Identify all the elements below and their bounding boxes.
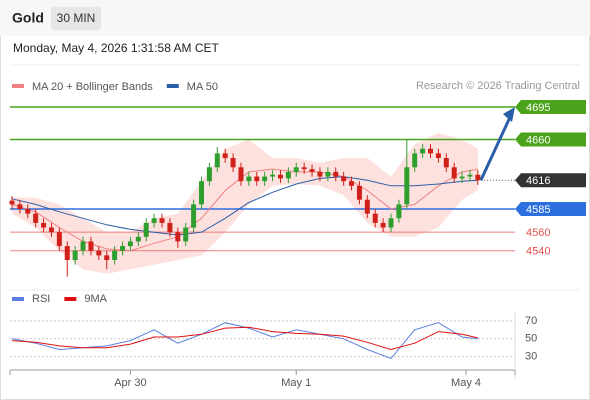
candle-body [120, 246, 126, 251]
y-tick-label: 70 [525, 315, 537, 327]
candle-body [159, 218, 165, 223]
candle-body [293, 167, 299, 172]
timestamp: Monday, May 4, 2026 1:31:58 AM CET [13, 41, 220, 55]
candle-body [420, 148, 426, 154]
candle-body [262, 176, 268, 182]
level-label: 4585 [526, 204, 550, 216]
candle-body [135, 236, 141, 242]
level-badge [515, 173, 586, 188]
forecast-arrowhead [503, 107, 515, 123]
candle-body [64, 246, 70, 260]
candle-body [230, 158, 236, 168]
candle-body [143, 222, 149, 237]
y-tick-label: 30 [525, 351, 537, 363]
legend-label: MA 20 + Bollinger Bands [32, 81, 153, 93]
y-tick-label: 50 [525, 333, 537, 345]
candle-body [191, 204, 197, 228]
candle-body [349, 181, 355, 186]
x-tick-label: May 1 [281, 377, 311, 389]
level-badge [515, 132, 586, 147]
source: Research © 2026 Trading Central [416, 80, 580, 92]
candle-body [277, 174, 283, 179]
x-tick-label: Apr 30 [114, 377, 146, 389]
legend-swatch [64, 297, 77, 301]
candle-body [127, 241, 133, 247]
candle-body [325, 171, 331, 177]
candle-body [372, 213, 378, 223]
interval: 30 MIN [57, 11, 96, 25]
candle-body [104, 255, 110, 260]
candle-body [9, 200, 15, 205]
candle-body [435, 153, 441, 159]
candle-body [467, 174, 473, 177]
candle-body [380, 222, 386, 228]
candle-body [48, 227, 54, 233]
candle-body [80, 241, 86, 251]
candle-body [396, 204, 402, 219]
candle-body [238, 167, 244, 182]
candle-body [88, 241, 94, 251]
candle-body [175, 232, 181, 242]
level-badge [515, 100, 586, 115]
candle-body [112, 250, 118, 260]
candle-body [56, 232, 62, 247]
candle-body [356, 185, 362, 200]
candle-body [443, 158, 449, 168]
legend-label: RSI [32, 293, 50, 305]
candle-body [214, 153, 220, 168]
candle-body [341, 176, 347, 182]
candle-body [72, 250, 78, 260]
symbol: Gold [12, 10, 44, 26]
candle-body [475, 174, 481, 181]
legend-swatch [12, 297, 24, 301]
candle-body [206, 167, 212, 182]
candle-body [404, 167, 410, 205]
x-tick-label: May 4 [451, 377, 481, 389]
level-badge [515, 202, 586, 216]
candle-body [309, 169, 315, 172]
candle-body [41, 222, 47, 228]
bollinger-band [12, 133, 478, 274]
candle-body [33, 213, 39, 223]
candle-body [301, 167, 307, 170]
candle-body [246, 176, 252, 182]
candle-body [317, 171, 323, 177]
level-label: 4560 [526, 227, 550, 239]
forecast-arrow [479, 114, 513, 181]
candle-body [167, 222, 173, 233]
candle-body [25, 209, 31, 214]
candle-body [428, 148, 434, 154]
candle-body [17, 204, 23, 209]
candle-body [198, 181, 204, 205]
legend-swatch [12, 84, 24, 88]
candle-body [459, 176, 465, 179]
candle-body [183, 227, 189, 242]
candle-body [254, 176, 260, 182]
level-label: 4540 [526, 246, 550, 258]
legend-label: 9MA [84, 293, 107, 305]
legend-label: MA 50 [187, 81, 218, 93]
candle-body [388, 218, 394, 228]
candle-body [151, 218, 157, 223]
candle-body [451, 167, 457, 179]
level-label: 4660 [526, 134, 550, 146]
level-label: 4695 [526, 102, 550, 114]
rsi-line [11, 322, 478, 359]
interval-badge [51, 7, 101, 30]
candle-body [364, 199, 370, 214]
candle-body [270, 174, 276, 177]
candle-body [285, 171, 291, 179]
candle-body [222, 153, 228, 159]
candle-body [412, 153, 418, 168]
legend-swatch [166, 84, 179, 88]
candle-body [333, 171, 339, 177]
candle-body [96, 250, 102, 256]
level-label: 4616 [526, 175, 550, 187]
rsi-line [11, 326, 479, 351]
